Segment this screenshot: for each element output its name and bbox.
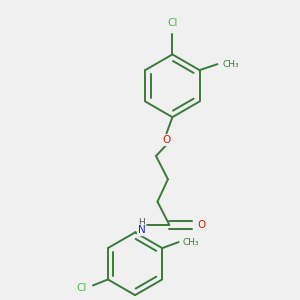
Text: Cl: Cl: [76, 284, 87, 293]
Text: N: N: [138, 225, 146, 235]
Text: CH₃: CH₃: [183, 238, 200, 247]
Text: O: O: [197, 220, 206, 230]
Text: Cl: Cl: [167, 18, 178, 28]
Text: H: H: [138, 218, 145, 227]
Text: CH₃: CH₃: [223, 60, 239, 69]
Text: O: O: [162, 135, 170, 145]
